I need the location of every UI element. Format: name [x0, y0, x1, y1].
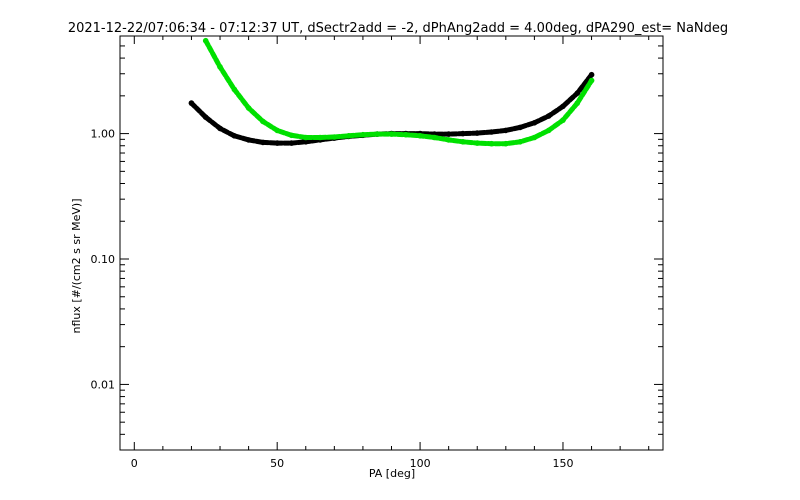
data-point — [517, 124, 523, 131]
data-point — [560, 103, 566, 110]
data-point — [260, 118, 266, 125]
y-tick-label: 0.10 — [91, 253, 116, 266]
data-point — [474, 140, 481, 146]
data-point — [503, 127, 509, 134]
data-point — [288, 140, 295, 146]
x-tick-label: 100 — [410, 457, 431, 470]
data-point — [588, 71, 595, 78]
data-point — [431, 134, 438, 141]
y-tick-label: 1.00 — [91, 128, 116, 141]
data-point — [188, 100, 195, 106]
data-point — [331, 134, 338, 140]
chart-title: 2021-12-22/07:06:34 - 07:12:37 UT, dSect… — [68, 21, 728, 36]
data-point — [360, 131, 366, 138]
axis-ticks: 0 50 100 150 0.01 0.10 1.00 — [91, 35, 663, 470]
data-point — [503, 140, 509, 147]
data-point — [445, 137, 452, 143]
data-point — [531, 134, 538, 141]
data-point — [588, 77, 595, 84]
data-series — [188, 37, 595, 147]
data-point — [517, 139, 523, 145]
y-tick-label: 0.01 — [91, 378, 116, 391]
data-point — [460, 130, 466, 137]
data-point — [574, 90, 581, 96]
data-point — [317, 134, 323, 141]
data-point — [388, 131, 395, 137]
data-point — [374, 131, 381, 137]
data-point — [445, 131, 452, 137]
data-point — [403, 131, 409, 138]
data-point — [460, 139, 466, 145]
data-point — [217, 64, 223, 70]
data-point — [488, 140, 495, 147]
y-axis-label: nflux [#/(cm2 s sr MeV)] — [70, 199, 83, 334]
data-point — [574, 100, 581, 106]
series-line-1 — [203, 38, 595, 147]
data-point — [545, 113, 552, 119]
data-point — [303, 139, 309, 145]
data-point — [560, 117, 566, 123]
data-point — [417, 133, 423, 139]
x-tick-label: 150 — [552, 457, 573, 470]
data-point — [531, 120, 538, 126]
data-point — [245, 137, 252, 143]
data-point — [303, 134, 309, 141]
data-point — [202, 114, 209, 120]
data-point — [274, 140, 281, 146]
x-axis-label: PA [deg] — [369, 467, 415, 480]
data-point — [231, 133, 238, 139]
data-point — [217, 125, 223, 132]
data-point — [202, 37, 209, 44]
data-point — [488, 129, 495, 135]
data-point — [288, 132, 295, 139]
x-tick-label: 50 — [270, 457, 284, 470]
x-tick-label: 0 — [131, 457, 138, 470]
data-point — [345, 133, 352, 139]
data-point — [545, 127, 552, 134]
data-point — [245, 105, 252, 111]
data-point — [231, 86, 238, 93]
data-point — [260, 139, 266, 146]
data-point — [474, 130, 481, 136]
data-point — [274, 127, 281, 134]
